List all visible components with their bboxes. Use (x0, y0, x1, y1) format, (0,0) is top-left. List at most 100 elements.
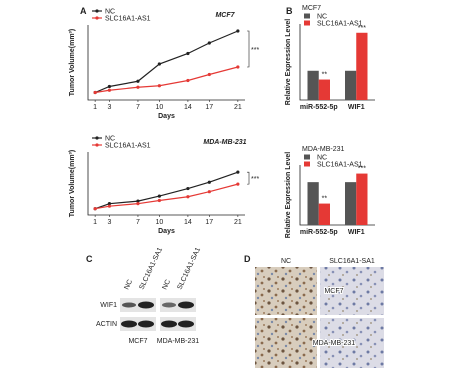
x-tick-label: 10 (155, 219, 163, 226)
blot-row: ACTIN (96, 321, 117, 328)
point (136, 85, 140, 89)
panel-label: D (244, 254, 251, 264)
series-line (94, 171, 239, 210)
panel-label: B (286, 6, 293, 16)
band (138, 301, 154, 309)
x-tick-label: 1 (93, 219, 97, 226)
point (136, 199, 140, 203)
bar (307, 70, 319, 100)
y-axis-label: Tumor Volume(mm³) (69, 150, 76, 217)
x-tick-label: 17 (205, 219, 213, 226)
annotation: *** (358, 166, 366, 173)
band (122, 302, 136, 308)
point (136, 79, 140, 83)
point (186, 195, 190, 199)
point (186, 51, 190, 56)
band (178, 301, 194, 309)
blot-column: SLC16A1-SA1 (138, 247, 164, 291)
panel-label: C (86, 254, 93, 264)
x-tick-label: 1 (93, 104, 97, 111)
legend-swatch (304, 154, 310, 160)
annotation: ** (322, 196, 328, 203)
blot-column: NC (123, 279, 134, 291)
point (107, 202, 112, 206)
ihc-column: SLC16A1-SA1 (329, 258, 375, 265)
ihc-row: MDA-MB-231 (313, 340, 356, 347)
point (93, 90, 97, 95)
legend-marker (95, 9, 99, 13)
point (236, 182, 240, 186)
x-axis-label: Days (158, 113, 175, 120)
legend-swatch (304, 13, 310, 19)
band (138, 320, 154, 328)
chart-title: MDA-MB-231 (302, 146, 345, 153)
point (107, 88, 112, 92)
axes (87, 25, 245, 101)
bar (318, 79, 330, 100)
band (162, 302, 176, 308)
bar (318, 203, 330, 225)
annotation: *** (251, 47, 259, 54)
bracket (247, 30, 250, 68)
legend-label: NC (105, 136, 115, 143)
x-tick-label: WIF1 (348, 229, 365, 236)
bar (356, 173, 368, 225)
x-tick-label: WIF1 (348, 104, 365, 111)
blot-column: SLC16A1-SA1 (176, 247, 202, 291)
bar (345, 182, 357, 225)
ihc-column: NC (281, 258, 291, 265)
legend-label: SLC16A1-AS1 (317, 162, 363, 169)
blot-column: NC (161, 279, 172, 291)
x-tick-label: 21 (234, 104, 242, 111)
chart-title: MDA-MB-231 (203, 139, 246, 146)
ihc-image (255, 267, 317, 315)
band (161, 320, 177, 328)
bar (356, 32, 368, 101)
series-line (95, 66, 239, 94)
legend-label: NC (105, 9, 115, 16)
legend-label: NC (317, 14, 327, 21)
blot-group: MCF7 (128, 338, 147, 345)
legend-marker (95, 136, 99, 140)
point (207, 190, 211, 194)
legend-label: SLC16A1-AS1 (105, 143, 151, 150)
bar (345, 70, 357, 100)
chart-title: MCF7 (302, 5, 321, 12)
point (107, 204, 112, 208)
x-axis-label: Days (158, 228, 175, 235)
chart-title: MCF7 (215, 12, 235, 19)
bar (307, 182, 319, 225)
point (207, 180, 211, 184)
axes (87, 152, 245, 216)
annotation: ** (322, 72, 328, 79)
point (157, 198, 161, 203)
annotation: *** (251, 176, 259, 183)
point (93, 207, 97, 211)
series-line (94, 30, 239, 94)
legend-swatch (304, 161, 310, 167)
point (157, 194, 161, 198)
legend-marker (95, 16, 99, 20)
band (178, 320, 194, 328)
band (121, 320, 137, 328)
x-tick-label: 10 (155, 104, 163, 111)
point (236, 29, 240, 33)
ihc-image (320, 267, 384, 315)
x-tick-label: 21 (234, 219, 242, 226)
legend-label: SLC16A1-AS1 (317, 21, 363, 28)
point (136, 202, 140, 206)
point (157, 62, 161, 66)
x-tick-label: 14 (184, 219, 192, 226)
legend-marker (95, 143, 99, 147)
x-tick-label: miR-552-5p (300, 229, 338, 236)
ihc-image (255, 318, 317, 368)
y-axis-label: Relative Expression Level (285, 19, 292, 105)
legend-label: NC (317, 155, 327, 162)
point (207, 41, 211, 45)
panel-label: A (80, 6, 87, 16)
point (236, 170, 240, 174)
blot-group: MDA-MB-231 (157, 338, 200, 345)
legend-swatch (304, 20, 310, 26)
point (207, 72, 211, 77)
